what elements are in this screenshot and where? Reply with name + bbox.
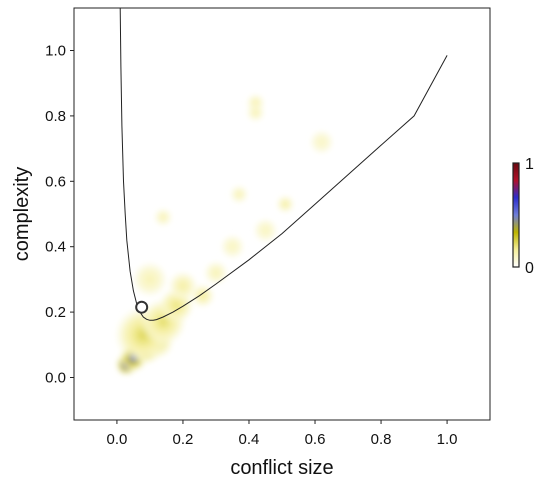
x-tick-label: 0.2 [173, 431, 194, 448]
y-tick-label: 0.0 [45, 369, 66, 386]
x-tick: 0.8 [371, 420, 392, 448]
colorbar-gradient [512, 162, 520, 268]
y-tick: 1.0 [45, 43, 74, 60]
x-tick: 1.0 [437, 420, 458, 448]
x-tick: 0.0 [106, 420, 127, 448]
x-axis-label: conflict size [230, 457, 333, 478]
y-tick-label: 0.4 [45, 239, 66, 256]
density-blob [155, 209, 172, 226]
y-tick-label: 0.8 [45, 108, 66, 125]
x-tick: 0.2 [173, 420, 194, 448]
y-tick: 0.6 [45, 173, 74, 190]
y-tick: 0.0 [45, 369, 74, 386]
density-blob [169, 272, 197, 300]
highlight-point [135, 300, 149, 314]
y-tick-label: 0.6 [45, 173, 66, 190]
density-blob [205, 262, 227, 284]
x-tick: 0.6 [305, 420, 326, 448]
y-axis-ticks: 0.0 0.2 0.4 0.6 0.8 1.0 [45, 43, 74, 386]
plot-frame [73, 7, 491, 421]
x-axis-ticks: 0.0 0.2 0.4 0.6 0.8 1.0 [106, 420, 458, 448]
density-blob [231, 186, 248, 203]
x-tick: 0.4 [239, 420, 260, 448]
y-axis-label: complexity [11, 167, 33, 261]
density-blob [192, 285, 214, 307]
colorbar-max-label: 1 [525, 156, 534, 173]
density-blob [221, 236, 244, 258]
colorbar-min-label: 0 [525, 260, 534, 277]
y-tick-label: 1.0 [45, 43, 66, 60]
x-tick-label: 0.6 [305, 431, 326, 448]
y-tick: 0.2 [45, 304, 74, 321]
y-tick: 0.8 [45, 108, 74, 125]
x-tick-label: 0.0 [106, 431, 127, 448]
density-blob [254, 219, 277, 241]
x-tick-label: 0.8 [371, 431, 392, 448]
boundary-curve [119, 8, 448, 321]
highlight-marker-layer [135, 300, 149, 314]
density-blob [134, 263, 166, 296]
colorbar: 1 0 [512, 156, 534, 277]
density-blob [247, 104, 264, 121]
boundary-curve-layer [119, 8, 448, 321]
y-tick: 0.4 [45, 239, 74, 256]
density-layer [116, 94, 333, 375]
density-blob [311, 131, 333, 153]
x-tick-label: 0.4 [239, 431, 260, 448]
density-blob [277, 196, 294, 213]
x-tick-label: 1.0 [437, 431, 458, 448]
y-tick-label: 0.2 [45, 304, 66, 321]
